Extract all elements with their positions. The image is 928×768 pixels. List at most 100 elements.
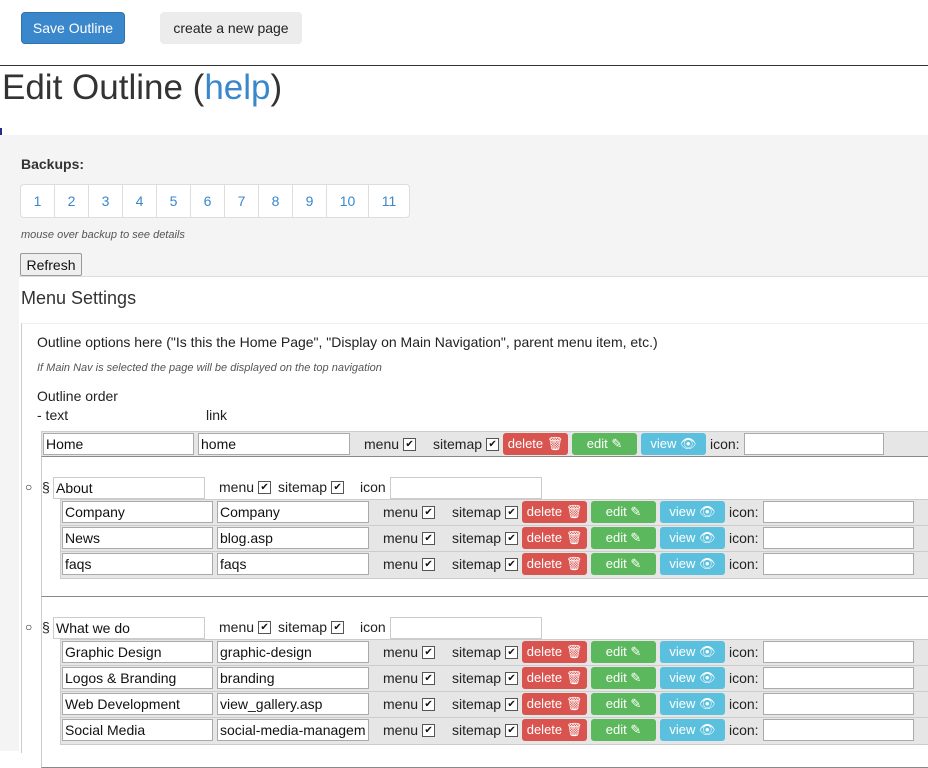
- row-link-input[interactable]: [217, 693, 369, 715]
- row-icon-input[interactable]: [763, 667, 914, 689]
- delete-button[interactable]: delete 🗑: [522, 501, 587, 523]
- view-label: view: [669, 644, 696, 659]
- group-name-input[interactable]: [53, 477, 205, 499]
- row-link-input[interactable]: [217, 667, 369, 689]
- menu-checkbox[interactable]: ✔: [422, 646, 436, 659]
- group-menu-checkbox[interactable]: ✔: [258, 621, 272, 634]
- save-outline-button[interactable]: Save Outline: [21, 12, 125, 44]
- view-button[interactable]: view 👁: [660, 527, 725, 549]
- row-icon-input[interactable]: [763, 527, 914, 549]
- row-text-input[interactable]: [62, 641, 213, 663]
- backup-page-5[interactable]: 5: [156, 185, 190, 217]
- delete-button[interactable]: delete 🗑: [522, 719, 587, 741]
- view-button[interactable]: view 👁: [641, 433, 706, 455]
- create-new-page-button[interactable]: create a new page: [160, 12, 302, 44]
- group-sitemap-checkbox[interactable]: ✔: [331, 481, 345, 494]
- backup-page-10[interactable]: 10: [326, 185, 368, 217]
- backup-page-11[interactable]: 11: [368, 185, 409, 217]
- group-icon-input[interactable]: [390, 477, 542, 499]
- edit-button[interactable]: edit ✎: [591, 553, 656, 575]
- row-link-input[interactable]: [217, 501, 369, 523]
- outline-row: menu✔sitemap✔delete 🗑edit ✎view 👁icon:: [60, 717, 928, 745]
- delete-button[interactable]: delete 🗑: [522, 667, 587, 689]
- edit-button[interactable]: edit ✎: [591, 693, 656, 715]
- row-text-input[interactable]: [62, 719, 213, 741]
- backup-page-8[interactable]: 8: [258, 185, 292, 217]
- edit-button[interactable]: edit ✎: [591, 667, 656, 689]
- menu-label: menu ✔: [383, 670, 436, 686]
- sitemap-checkbox[interactable]: ✔: [505, 506, 519, 519]
- view-button[interactable]: view 👁: [660, 667, 725, 689]
- row-text-input[interactable]: [62, 667, 213, 689]
- backup-page-3[interactable]: 3: [88, 185, 122, 217]
- row-icon-input[interactable]: [763, 641, 914, 663]
- row-link-input[interactable]: [217, 641, 369, 663]
- menu-checkbox[interactable]: ✔: [422, 724, 436, 737]
- view-button[interactable]: view 👁: [660, 553, 725, 575]
- row-link-input[interactable]: [198, 433, 350, 455]
- row-text-input[interactable]: [62, 527, 213, 549]
- delete-button[interactable]: delete 🗑: [522, 641, 587, 663]
- row-icon-input[interactable]: [763, 553, 914, 575]
- outline-group: ○§menu✔sitemap✔iconmenu✔sitemap✔delete 🗑…: [25, 596, 928, 768]
- delete-button[interactable]: delete 🗑: [503, 433, 568, 455]
- backup-page-7[interactable]: 7: [224, 185, 258, 217]
- group-name-input[interactable]: [53, 617, 205, 639]
- backup-page-6[interactable]: 6: [190, 185, 224, 217]
- row-text-input[interactable]: [62, 553, 213, 575]
- row-text-input[interactable]: [62, 693, 213, 715]
- menu-checkbox[interactable]: ✔: [403, 438, 417, 451]
- edit-label: edit: [605, 722, 627, 737]
- row-text-input[interactable]: [43, 433, 194, 455]
- edit-button[interactable]: edit ✎: [591, 527, 656, 549]
- menu-checkbox[interactable]: ✔: [422, 506, 436, 519]
- view-button[interactable]: view 👁: [660, 641, 725, 663]
- sitemap-checkbox[interactable]: ✔: [505, 724, 519, 737]
- edit-label: edit: [605, 644, 627, 659]
- trash-icon: 🗑: [562, 722, 583, 737]
- row-icon-input[interactable]: [744, 433, 884, 455]
- backup-page-2[interactable]: 2: [54, 185, 88, 217]
- sitemap-checkbox[interactable]: ✔: [505, 532, 519, 545]
- refresh-button[interactable]: Refresh: [20, 253, 82, 276]
- edit-button[interactable]: edit ✎: [572, 433, 637, 455]
- outline-row: menu✔sitemap✔delete 🗑edit ✎view 👁icon:: [60, 551, 928, 579]
- sitemap-checkbox[interactable]: ✔: [505, 672, 519, 685]
- view-button[interactable]: view 👁: [660, 719, 725, 741]
- edit-button[interactable]: edit ✎: [591, 641, 656, 663]
- menu-checkbox[interactable]: ✔: [422, 558, 436, 571]
- menu-checkbox[interactable]: ✔: [422, 698, 436, 711]
- backup-page-4[interactable]: 4: [122, 185, 156, 217]
- row-icon-input[interactable]: [763, 693, 914, 715]
- view-button[interactable]: view 👁: [660, 501, 725, 523]
- view-button[interactable]: view 👁: [660, 693, 725, 715]
- row-link-input[interactable]: [217, 527, 369, 549]
- delete-button[interactable]: delete 🗑: [522, 693, 587, 715]
- delete-button[interactable]: delete 🗑: [522, 527, 587, 549]
- column-text-label: - text: [37, 407, 69, 423]
- row-icon-input[interactable]: [763, 719, 914, 741]
- menu-label: menu ✔: [383, 644, 436, 660]
- group-menu-checkbox[interactable]: ✔: [258, 481, 272, 494]
- group-icon-input[interactable]: [390, 617, 542, 639]
- pencil-square-icon: ✎: [626, 696, 642, 711]
- row-link-input[interactable]: [217, 719, 369, 741]
- edit-button[interactable]: edit ✎: [591, 719, 656, 741]
- menu-checkbox[interactable]: ✔: [422, 532, 436, 545]
- row-text-input[interactable]: [62, 501, 213, 523]
- delete-button[interactable]: delete 🗑: [522, 553, 587, 575]
- delete-label: delete: [526, 504, 563, 519]
- backup-page-1[interactable]: 1: [33, 193, 42, 209]
- sitemap-checkbox[interactable]: ✔: [505, 646, 519, 659]
- help-link[interactable]: help: [204, 68, 271, 107]
- row-link-input[interactable]: [217, 553, 369, 575]
- backup-page-9[interactable]: 9: [292, 185, 326, 217]
- sitemap-checkbox[interactable]: ✔: [505, 698, 519, 711]
- sitemap-text: sitemap: [433, 436, 483, 452]
- sitemap-checkbox[interactable]: ✔: [505, 558, 519, 571]
- edit-button[interactable]: edit ✎: [591, 501, 656, 523]
- menu-checkbox[interactable]: ✔: [422, 672, 436, 685]
- sitemap-checkbox[interactable]: ✔: [486, 438, 500, 451]
- row-icon-input[interactable]: [763, 501, 914, 523]
- group-sitemap-checkbox[interactable]: ✔: [331, 621, 345, 634]
